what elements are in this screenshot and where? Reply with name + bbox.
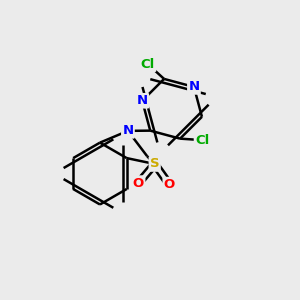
Text: N: N — [122, 124, 134, 137]
Text: O: O — [164, 178, 175, 191]
Text: Cl: Cl — [141, 58, 155, 71]
Text: S: S — [150, 158, 160, 170]
Text: N: N — [137, 94, 148, 107]
Text: Cl: Cl — [195, 134, 209, 147]
Text: N: N — [188, 80, 200, 93]
Text: O: O — [133, 177, 144, 190]
